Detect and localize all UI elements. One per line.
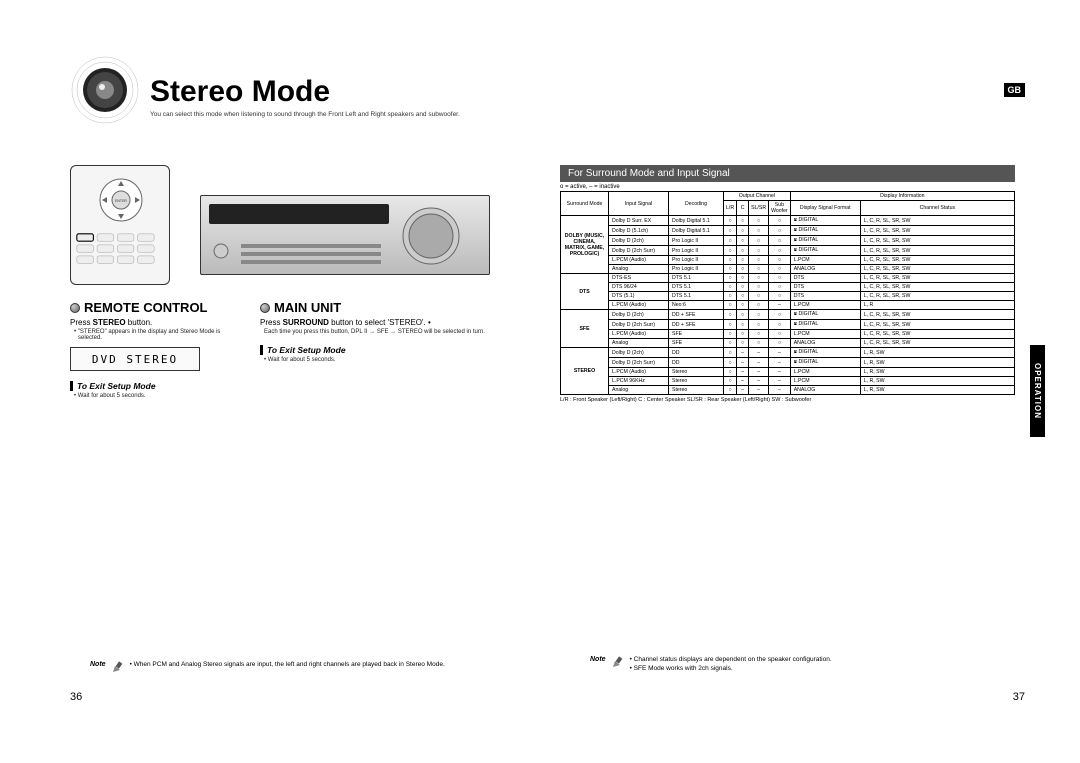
main-instruction: Press SURROUND button to select 'STEREO'… [260,318,500,327]
pencil-icon [612,656,624,668]
page-number-right: 37 [1013,691,1025,703]
exit-note: • Wait for about 5 seconds. [70,393,240,399]
display-readout: DVD STEREO [70,347,200,371]
pencil-icon [112,661,124,673]
signal-banner: For Surround Mode and Input Signal [560,165,1015,182]
table-row: Dolby D (2ch Surr)DD + SFE○○○○⧈ DIGITALL… [561,320,1015,330]
table-row: Dolby D (2ch)Pro Logic II○○○○⧈ DIGITALL,… [561,236,1015,246]
exit-header: To Exit Setup Mode [260,345,500,355]
table-row: AnalogStereo○–––ANALOGL, R, SW [561,386,1015,395]
table-row: DOLBY (MUSIC, CINEMA, MATRIX, GAME, PROL… [561,216,1015,226]
remote-instruction: Press STEREO button. [70,318,240,327]
signal-footnote: L/R : Front Speaker (Left/Right) C : Cen… [560,397,1015,403]
table-row: AnalogSFE○○○○ANALOGL, C, R, SL, SR, SW [561,339,1015,348]
exit-header: To Exit Setup Mode [70,381,240,391]
exit-note: • Wait for about 5 seconds. [260,357,500,363]
remote-header: REMOTE CONTROL [84,300,208,315]
signal-table: Surround Mode Input Signal Decoding Outp… [560,191,1015,395]
remote-note: • "STEREO" appears in the display and St… [70,329,240,341]
table-row: Dolby D (5.1ch)Dolby Digital 5.1○○○○⧈ DI… [561,226,1015,236]
page-title: Stereo Mode [150,75,460,109]
bullet-icon [70,303,80,313]
remote-illustration: ENTER [70,165,170,285]
receiver-illustration [200,195,490,275]
main-header: MAIN UNIT [274,300,341,315]
table-row: DTS 96/24DTS 5.1○○○○DTSL, C, R, SL, SR, … [561,283,1015,292]
section-tab: OPERATION [1030,345,1045,437]
page-subtitle: You can select this mode when listening … [150,111,460,118]
table-row: AnalogPro Logic II○○○○ANALOGL, C, R, SL,… [561,265,1015,274]
table-row: Dolby D (2ch Surr)Pro Logic II○○○○⧈ DIGI… [561,246,1015,256]
bullet-icon [260,303,270,313]
language-badge: GB [1004,83,1026,97]
table-row: Dolby D (2ch Surr)DD○–––⧈ DIGITALL, R, S… [561,358,1015,368]
table-row: DTS (5.1)DTS 5.1○○○○DTSL, C, R, SL, SR, … [561,292,1015,301]
page-number-left: 36 [70,691,82,703]
table-row: SFEDolby D (2ch)DD + SFE○○○○⧈ DIGITALL, … [561,310,1015,320]
note-right: Note • Channel status displays are depen… [590,656,990,673]
note-left: Note • When PCM and Analog Stereo signal… [90,661,490,673]
table-row: L.PCM (Audio)Stereo○–––L.PCML, R, SW [561,368,1015,377]
main-note: Each time you press this button, DPL II … [260,329,500,335]
table-row: L.PCM (Audio)SFE○○○○L.PCML, C, R, SL, SR… [561,330,1015,339]
signal-legend: o = active, – = inactive [560,184,1015,190]
table-row: L.PCM 96KHzStereo○–––L.PCML, R, SW [561,377,1015,386]
table-row: STEREODolby D (2ch)DD○–––⧈ DIGITALL, R, … [561,348,1015,358]
speaker-icon [70,55,140,125]
table-row: L.PCM (Audio)Pro Logic II○○○○L.PCML, C, … [561,256,1015,265]
svg-text:ENTER: ENTER [115,199,127,203]
table-row: DTSDTS-ESDTS 5.1○○○○DTSL, C, R, SL, SR, … [561,274,1015,283]
table-row: L.PCM (Audio)Neo:6○○○–L.PCML, R [561,301,1015,310]
